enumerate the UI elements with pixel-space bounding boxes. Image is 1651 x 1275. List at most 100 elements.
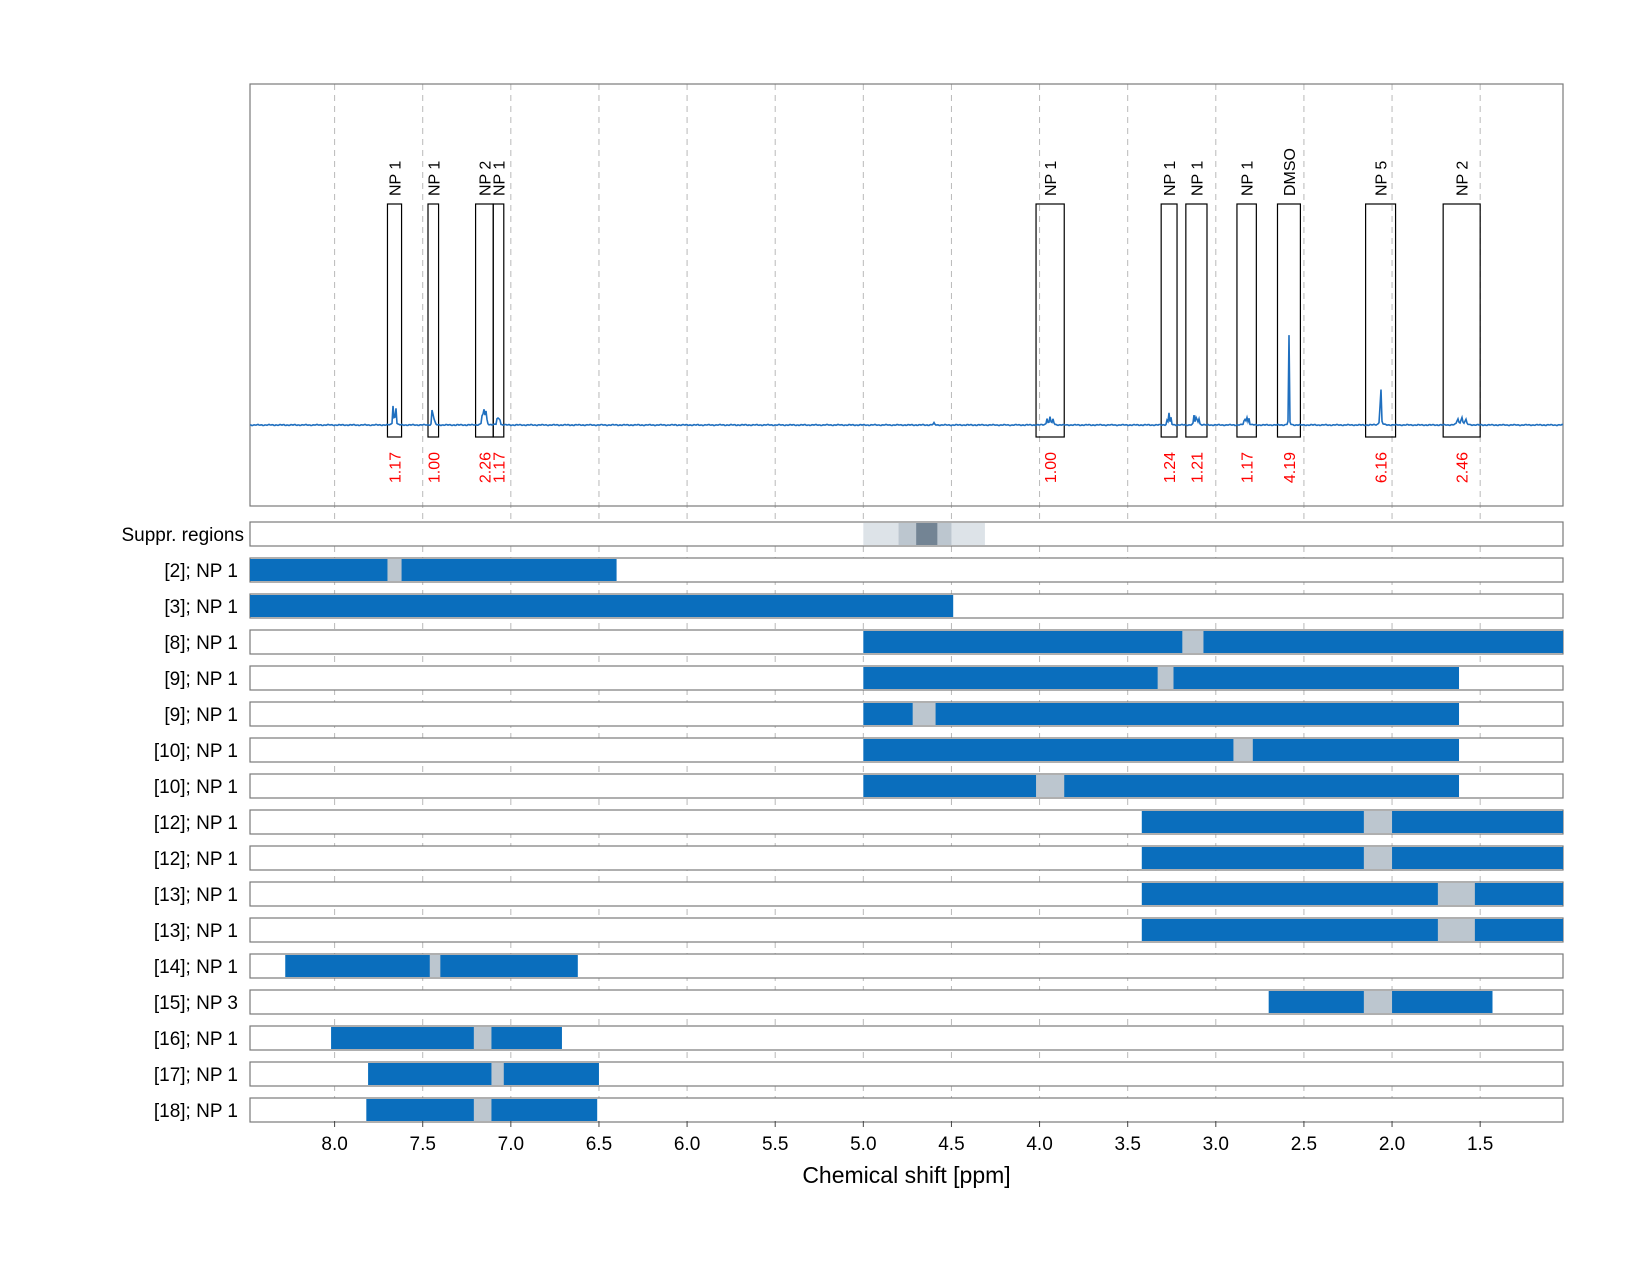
spectrum-line: [249, 335, 1564, 427]
region-gap: [473, 1099, 492, 1121]
region-gap: [1036, 775, 1065, 797]
peak-box: [1185, 203, 1208, 438]
region-bar: [863, 631, 1563, 653]
region-gap: [1437, 883, 1475, 905]
row-label: [2]; NP 1: [164, 561, 238, 582]
x-tick-label: 2.0: [1379, 1134, 1405, 1155]
region-gap: [1182, 631, 1204, 653]
x-tick-label: 6.5: [586, 1134, 612, 1155]
peak-label: NP 2: [1455, 161, 1472, 196]
peak-box: [1035, 203, 1065, 438]
peak-box: [1236, 203, 1257, 438]
peak-label: NP 1: [426, 161, 443, 196]
region-gap: [1363, 847, 1393, 869]
x-tick-label: 1.5: [1467, 1134, 1493, 1155]
integral-value: 1.17: [388, 452, 405, 483]
peak-box: [386, 203, 403, 438]
region-bar: [863, 703, 1460, 725]
region-rows: [2]; NP 1 [3]; NP 1 [8]; NP 1 [9]; NP 1 [9];…: [154, 557, 1564, 1123]
x-tick-label: 5.0: [850, 1134, 876, 1155]
region-bar: [863, 775, 1460, 797]
integral-value: 1.00: [1043, 452, 1060, 483]
row-label: [8]; NP 1: [164, 633, 238, 654]
peak-label: DMSO: [1282, 148, 1299, 196]
peak-box: [1160, 203, 1178, 438]
integral-value: 2.46: [1455, 452, 1472, 483]
region-bar: [250, 595, 954, 617]
spectrum-panel: [249, 83, 1564, 507]
region-bar: [1141, 847, 1563, 869]
region-gap: [1363, 811, 1393, 833]
row-label: [9]; NP 1: [164, 669, 238, 690]
row-label: [13]; NP 1: [154, 885, 238, 906]
x-tick-label: 4.0: [1026, 1134, 1052, 1155]
peak-label: NP 1: [388, 161, 405, 196]
peak-box: [1276, 203, 1302, 438]
integral-value: 1.17: [492, 452, 509, 483]
row-label: [15]; NP 3: [154, 993, 238, 1014]
peak-boxes: NP 1 1.17 NP 1 1.00 NP 2 2.26 NP 1 1.17 NP 1 1.00…: [386, 148, 1481, 483]
row-label: [3]; NP 1: [164, 597, 238, 618]
row-label: [17]; NP 1: [154, 1065, 238, 1086]
peak-label: NP 1: [1240, 161, 1257, 196]
region-gap: [912, 703, 936, 725]
suppression-regions: Suppr. regions: [121, 521, 1564, 547]
peak-label: NP 1: [1189, 161, 1206, 196]
x-axis-title: Chemical shift [ppm]: [802, 1162, 1010, 1188]
region-gap: [1437, 919, 1475, 941]
integral-value: 4.19: [1282, 452, 1299, 483]
region-bar: [250, 559, 617, 581]
region-bar: [1141, 883, 1563, 905]
peak-label: NP 2: [477, 161, 494, 196]
x-tick-label: 3.5: [1114, 1134, 1140, 1155]
peak-label: NP 5: [1374, 161, 1391, 196]
suppression-region: [916, 523, 938, 545]
suppression-label: Suppr. regions: [121, 525, 244, 546]
region-gap: [1233, 739, 1253, 761]
region-bar: [368, 1063, 599, 1085]
region-gap: [429, 955, 441, 977]
x-axis: 8.0 7.5 7.0 6.5 6.0 5.5 5.0 4.5 4.0 3.5 3.0 2.5 2.0 1…: [321, 1121, 1493, 1155]
x-tick-label: 4.5: [938, 1134, 964, 1155]
region-gap: [1363, 991, 1393, 1013]
region-gap: [387, 559, 402, 581]
x-tick-label: 3.0: [1203, 1134, 1229, 1155]
integral-value: 1.24: [1162, 452, 1179, 483]
integral-value: 2.26: [477, 452, 494, 483]
peak-label: NP 1: [1043, 161, 1060, 196]
row-label: [18]; NP 1: [154, 1101, 238, 1122]
region-bar: [1141, 919, 1563, 941]
row-label: [10]; NP 1: [154, 741, 238, 762]
x-tick-label: 6.0: [674, 1134, 700, 1155]
peak-box: [492, 203, 505, 438]
peak-label: NP 1: [1162, 161, 1179, 196]
x-tick-label: 7.5: [410, 1134, 436, 1155]
row-label: [16]; NP 1: [154, 1029, 238, 1050]
row-label: [9]; NP 1: [164, 705, 238, 726]
integral-value: 1.00: [426, 452, 443, 483]
region-gap: [491, 1063, 504, 1085]
region-bar: [1141, 811, 1563, 833]
peak-box: [1365, 203, 1397, 438]
peak-box: [474, 203, 494, 438]
row-label: [12]; NP 1: [154, 813, 238, 834]
x-tick-label: 2.5: [1291, 1134, 1317, 1155]
peak-box: [427, 203, 440, 438]
region-gap: [473, 1027, 492, 1049]
integral-value: 1.21: [1189, 452, 1206, 483]
region-gap: [1157, 667, 1174, 689]
peak-label: NP 1: [492, 161, 509, 196]
row-label: [14]; NP 1: [154, 957, 238, 978]
region-bar: [863, 739, 1460, 761]
integral-value: 6.16: [1374, 452, 1391, 483]
x-tick-label: 8.0: [321, 1134, 347, 1155]
peak-box: [1442, 203, 1481, 438]
row-label: [13]; NP 1: [154, 921, 238, 942]
row-label: [12]; NP 1: [154, 849, 238, 870]
x-tick-label: 5.5: [762, 1134, 788, 1155]
x-tick-label: 7.0: [498, 1134, 524, 1155]
row-label: [10]; NP 1: [154, 777, 238, 798]
region-bar: [331, 1027, 562, 1049]
integral-value: 1.17: [1240, 452, 1257, 483]
